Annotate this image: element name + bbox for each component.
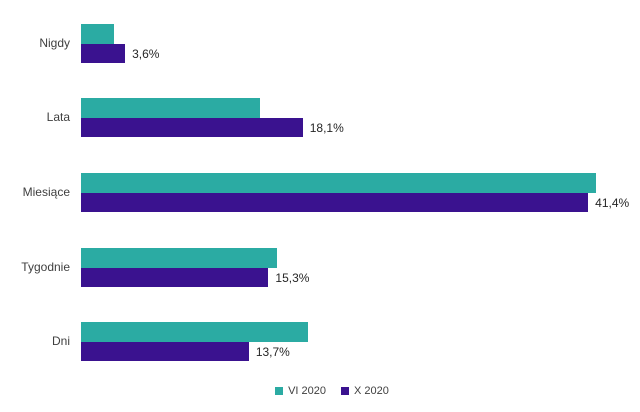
category-label: Miesiące xyxy=(22,185,70,199)
bar-group-3: Miesiące 41,4% xyxy=(0,173,640,212)
bar-x-2020 xyxy=(81,267,269,287)
legend-label-x-2020: X 2020 xyxy=(354,385,389,397)
bar-x-2020 xyxy=(81,117,303,137)
bar-x-2020 xyxy=(81,192,589,212)
legend-item-vi-2020: VI 2020 xyxy=(275,385,326,397)
category-label: Dni xyxy=(51,334,70,348)
bar-x-2020 xyxy=(81,43,126,63)
bar-vi-2020 xyxy=(81,173,596,193)
bar-vi-2020 xyxy=(81,24,115,44)
data-label: 3,6% xyxy=(132,46,160,61)
data-label: 15,3% xyxy=(275,270,310,285)
bar-group-4: Tygodnie 15,3% xyxy=(0,248,640,287)
bar-vi-2020 xyxy=(81,248,277,268)
bar-group-1: Nigdy 3,6% xyxy=(0,24,640,63)
data-label: 13,7% xyxy=(255,344,290,359)
data-label: 41,4% xyxy=(595,195,630,210)
bar-group-2: Lata 18,1% xyxy=(0,98,640,137)
legend-label-vi-2020: VI 2020 xyxy=(288,385,327,397)
legend-item-x-2020: X 2020 xyxy=(341,385,389,397)
category-label: Lata xyxy=(46,110,70,124)
legend-swatch-vi-2020-icon xyxy=(275,387,284,395)
data-label: 18,1% xyxy=(309,120,344,135)
bar-vi-2020 xyxy=(81,322,308,342)
legend-swatch-x-2020-icon xyxy=(341,387,350,395)
legend: VI 2020 X 2020 xyxy=(0,385,640,397)
bar-group-5: Dni 13,7% xyxy=(0,322,640,361)
category-label: Tygodnie xyxy=(21,260,70,274)
bar-x-2020 xyxy=(81,341,249,361)
bar-vi-2020 xyxy=(81,98,260,118)
category-label: Nigdy xyxy=(39,36,70,50)
